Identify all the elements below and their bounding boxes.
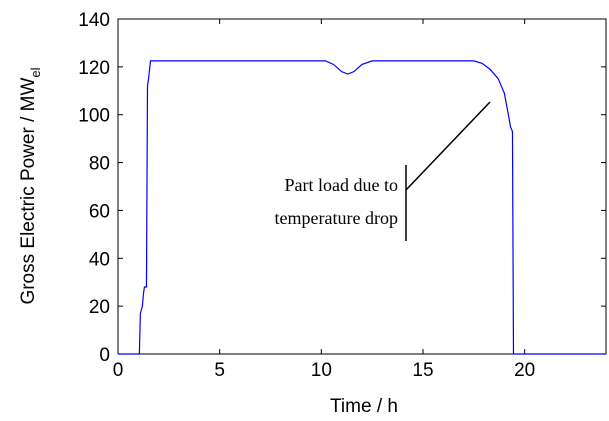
y-axis-label-main: Gross Electric Power / MW xyxy=(18,78,39,305)
x-axis-label: Time / h xyxy=(330,396,398,417)
y-axis-label: Gross Electric Power / MWel xyxy=(18,67,43,304)
annotation-line: temperature drop xyxy=(275,208,398,228)
x-tick-label: 10 xyxy=(311,360,332,381)
y-tick-label: 60 xyxy=(89,201,110,222)
y-tick-label: 40 xyxy=(89,249,110,270)
y-tick-label: 120 xyxy=(78,58,110,79)
y-tick-label: 80 xyxy=(89,154,110,175)
plot-frame xyxy=(117,18,607,355)
y-tick-label: 20 xyxy=(89,297,110,318)
x-tick-label: 20 xyxy=(514,360,535,381)
y-tick-label: 100 xyxy=(78,106,110,127)
x-tick-label: 0 xyxy=(113,360,124,381)
x-tick-label: 5 xyxy=(214,360,225,381)
y-tick-label: 0 xyxy=(99,345,110,366)
y-axis-label-subscript: el xyxy=(28,67,43,77)
y-tick-label: 140 xyxy=(78,10,110,31)
annotation-line: Part load due to xyxy=(285,175,398,195)
annotation-arrow xyxy=(405,101,491,191)
data-line xyxy=(118,60,606,355)
x-tick-label: 15 xyxy=(412,360,433,381)
